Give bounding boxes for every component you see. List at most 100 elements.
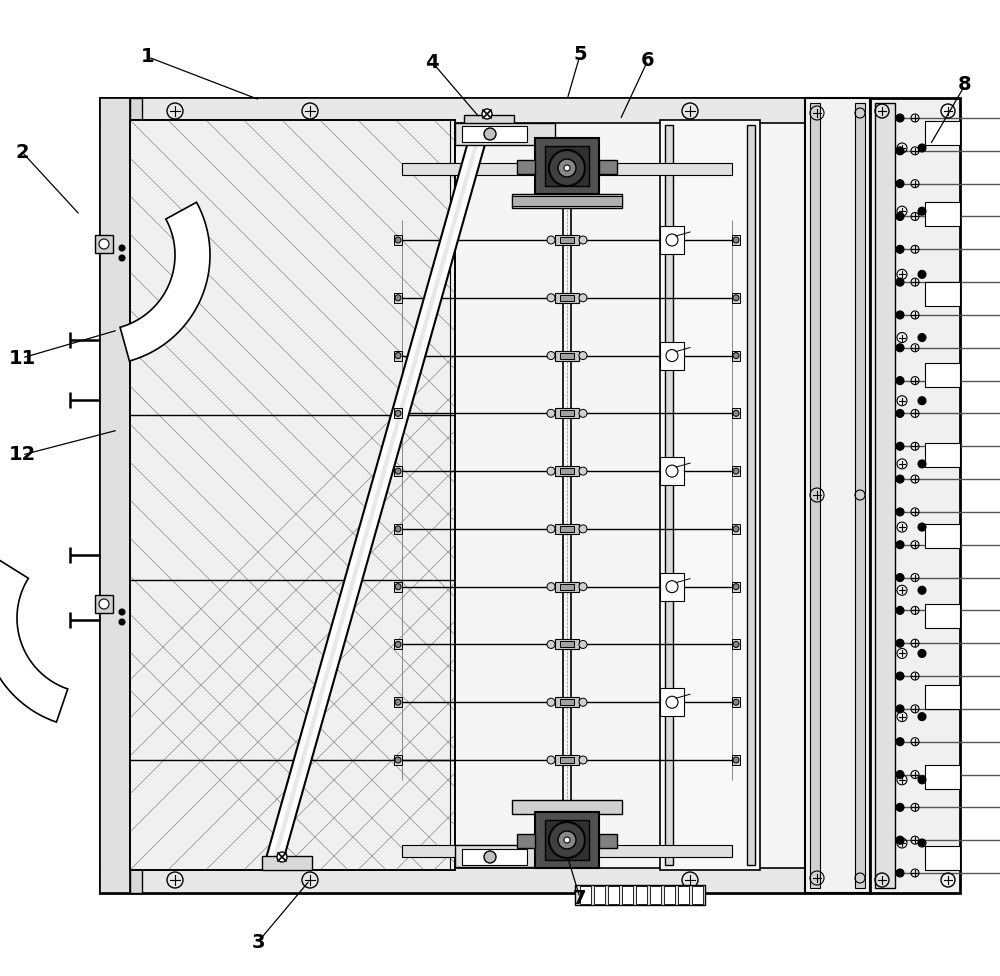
Bar <box>805 98 870 893</box>
Text: 2: 2 <box>15 142 29 161</box>
Text: 3: 3 <box>251 932 265 952</box>
Circle shape <box>896 541 904 549</box>
Bar <box>732 235 740 245</box>
Bar <box>925 282 960 306</box>
Bar <box>100 98 870 123</box>
Circle shape <box>395 295 401 301</box>
Bar <box>560 295 574 301</box>
Circle shape <box>547 756 555 764</box>
Bar <box>100 868 870 893</box>
Bar <box>580 886 591 904</box>
Circle shape <box>564 837 570 843</box>
Circle shape <box>896 869 904 877</box>
Bar <box>130 120 455 870</box>
Bar <box>464 115 514 129</box>
Circle shape <box>395 641 401 647</box>
Bar <box>660 226 684 254</box>
Circle shape <box>579 294 587 302</box>
Circle shape <box>918 396 926 405</box>
Circle shape <box>733 295 739 301</box>
Bar <box>664 886 675 904</box>
Circle shape <box>918 207 926 215</box>
Bar <box>925 202 960 225</box>
Bar <box>555 293 579 303</box>
Circle shape <box>733 584 739 590</box>
Circle shape <box>547 294 555 302</box>
Circle shape <box>395 699 401 706</box>
Bar <box>599 160 617 174</box>
Circle shape <box>395 237 401 243</box>
Bar <box>394 524 402 534</box>
Bar <box>560 757 574 763</box>
Bar <box>636 886 647 904</box>
Bar <box>732 697 740 708</box>
Bar <box>555 408 579 419</box>
Circle shape <box>896 770 904 779</box>
Circle shape <box>896 836 904 844</box>
Bar <box>925 765 960 790</box>
Circle shape <box>896 278 904 286</box>
Circle shape <box>558 831 576 849</box>
Circle shape <box>666 234 678 246</box>
Bar <box>512 196 622 206</box>
Bar <box>555 582 579 591</box>
Circle shape <box>918 839 926 847</box>
Circle shape <box>579 468 587 475</box>
Bar <box>512 194 622 208</box>
Bar <box>462 849 527 865</box>
Bar <box>517 160 535 174</box>
Polygon shape <box>0 559 68 722</box>
Circle shape <box>666 696 678 709</box>
Bar <box>555 697 579 708</box>
Bar <box>810 103 820 888</box>
Circle shape <box>896 672 904 680</box>
Bar <box>394 639 402 649</box>
Bar <box>545 820 589 860</box>
Bar <box>925 604 960 629</box>
Circle shape <box>896 377 904 385</box>
Circle shape <box>896 114 904 122</box>
Circle shape <box>896 146 904 155</box>
Bar <box>925 685 960 709</box>
Bar <box>100 98 130 893</box>
Circle shape <box>119 619 125 625</box>
Circle shape <box>547 468 555 475</box>
Circle shape <box>896 213 904 221</box>
Bar <box>560 699 574 706</box>
Circle shape <box>395 410 401 417</box>
Bar <box>394 235 402 245</box>
Circle shape <box>918 144 926 152</box>
Circle shape <box>733 757 739 763</box>
Bar <box>678 886 689 904</box>
Bar <box>660 120 760 870</box>
Text: 11: 11 <box>8 348 36 368</box>
Circle shape <box>547 583 555 590</box>
Circle shape <box>484 128 496 140</box>
Circle shape <box>918 523 926 531</box>
Text: 8: 8 <box>958 75 972 95</box>
Bar <box>455 123 555 145</box>
Circle shape <box>579 525 587 533</box>
Bar <box>394 697 402 708</box>
Bar <box>732 524 740 534</box>
Bar <box>732 582 740 591</box>
Circle shape <box>549 150 585 186</box>
Bar <box>555 524 579 534</box>
Bar <box>560 641 574 647</box>
Circle shape <box>579 351 587 359</box>
Circle shape <box>549 822 585 858</box>
Bar <box>560 584 574 590</box>
Bar <box>732 408 740 419</box>
Bar <box>130 98 142 893</box>
Bar <box>100 98 870 893</box>
Circle shape <box>918 334 926 342</box>
Text: 7: 7 <box>573 888 587 908</box>
Bar <box>660 688 684 716</box>
Bar <box>747 125 755 865</box>
Circle shape <box>896 180 904 187</box>
Circle shape <box>547 236 555 244</box>
Circle shape <box>733 410 739 417</box>
Circle shape <box>579 583 587 590</box>
Circle shape <box>733 699 739 706</box>
Bar <box>692 886 703 904</box>
